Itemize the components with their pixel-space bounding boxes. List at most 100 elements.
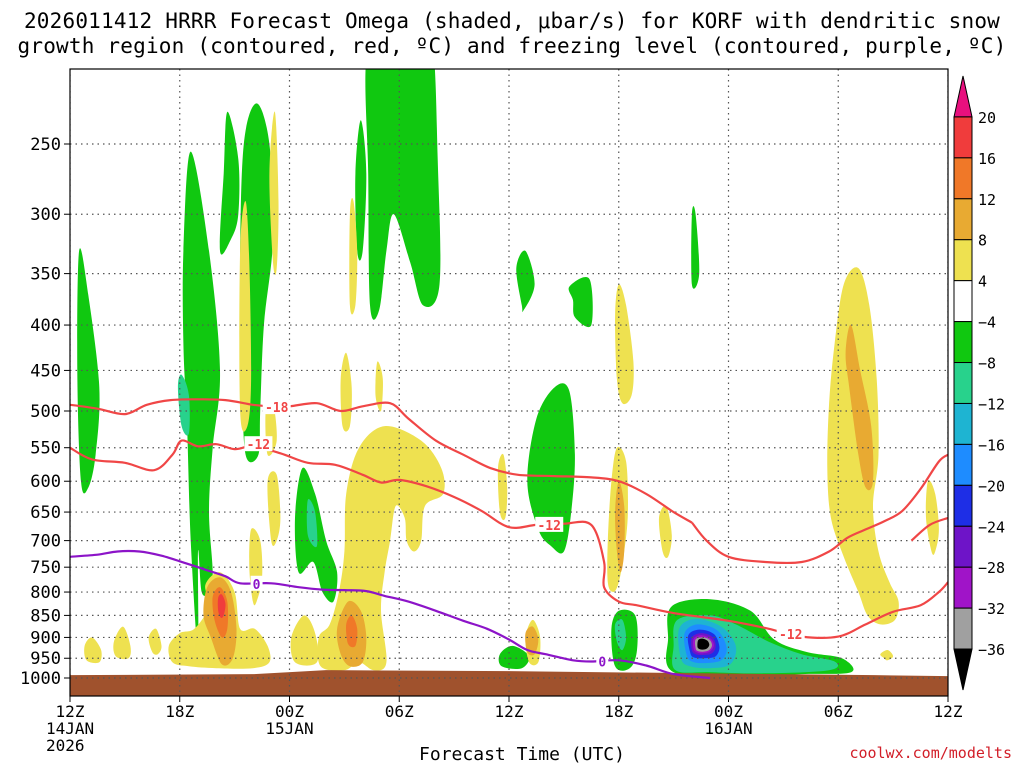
ytick-label-1000: 1000: [20, 669, 61, 689]
omega-region-4-26: [113, 626, 131, 660]
ytick-label-850: 850: [30, 606, 61, 626]
colorbar-label-9: −20: [978, 477, 1005, 495]
colorbar-swatch-10: [953, 484, 973, 527]
colorbar-label-8: −16: [978, 436, 1005, 454]
colorbar-label-3: 8: [978, 232, 987, 250]
colorbar-swatch-7: [953, 362, 973, 404]
omega-region--4-7: [516, 250, 535, 313]
ytick-label-750: 750: [30, 558, 61, 578]
contour-label-bg-6: [596, 653, 609, 669]
xtick-label-36-1: 16JAN: [704, 719, 752, 738]
omega-region--4-5: [365, 69, 441, 320]
omega-region-8-49: [525, 626, 539, 656]
ytick-label-450: 450: [30, 361, 61, 381]
omega-region--8-16: [306, 499, 318, 548]
x-axis-label: Forecast Time (UTC): [419, 744, 625, 765]
omega-region--8-17: [614, 619, 627, 651]
xtick-label-12-0: 00Z: [275, 702, 304, 721]
ytick-label-900: 900: [30, 628, 61, 648]
omega-region-4-33: [267, 471, 281, 546]
omega-region--4-8: [568, 277, 593, 328]
ytick-label-650: 650: [30, 503, 61, 523]
ytick-label-500: 500: [30, 402, 61, 422]
contour-line-3: [691, 453, 948, 565]
contour-label-bg-0: [262, 399, 291, 415]
omega-region--4-0: [182, 151, 221, 655]
chart-title-line2: growth region (contoured, red, ºC) and f…: [17, 34, 1007, 58]
contour-label-0: -18: [265, 401, 289, 416]
colorbar-label-7: −12: [978, 395, 1005, 413]
omega-region-12-53: [346, 615, 358, 648]
omega-region-4-43: [658, 505, 672, 559]
omega-region-4-42: [615, 284, 634, 405]
omega-region--4-3: [77, 248, 100, 494]
xtick-label-6-0: 18Z: [165, 702, 194, 721]
colorbar-label-10: −24: [978, 518, 1005, 536]
contour-line-4: [910, 516, 948, 542]
contour-label-2: -12: [537, 519, 560, 534]
omega-region--4-6: [355, 120, 367, 261]
omega-region--4-1: [219, 111, 240, 255]
colorbar-label-6: −8: [978, 355, 996, 373]
ytick-label-950: 950: [30, 649, 61, 669]
colorbar-swatch-2: [953, 157, 973, 200]
xtick-label-24-0: 12Z: [495, 702, 524, 721]
omega-region-4-38: [375, 361, 383, 412]
xtick-label-42-0: 06Z: [824, 702, 853, 721]
colorbar-label-5: −4: [978, 314, 996, 332]
omega-region-8-50: [615, 481, 625, 573]
omega-region-16-54: [217, 594, 226, 618]
ytick-label-400: 400: [30, 316, 61, 336]
colorbar-swatch-6: [953, 321, 973, 364]
omega-region--4-9: [691, 206, 700, 289]
colorbar-swatch-13: [953, 607, 973, 650]
ytick-label-600: 600: [30, 472, 61, 492]
omega-region--36-24: [697, 638, 710, 650]
terrain: [70, 670, 948, 696]
omega-region-4-45: [925, 480, 939, 555]
xtick-label-0-1: 14JAN: [46, 719, 94, 738]
ytick-label-300: 300: [30, 205, 61, 225]
contour-label-5: 0: [253, 578, 261, 593]
omega-region-4-25: [84, 637, 102, 664]
colorbar-label-0: 20: [978, 109, 996, 127]
colorbar-label-1: 16: [978, 150, 996, 168]
omega-region--4-10: [527, 383, 575, 554]
colorbar-swatch-8: [953, 402, 973, 445]
omega-region-4-31: [269, 111, 279, 276]
ytick-label-800: 800: [30, 583, 61, 603]
xtick-label-48-0: 12Z: [934, 702, 963, 721]
colorbar-swatch-top: [953, 75, 973, 118]
colorbar-label-11: −28: [978, 559, 1005, 577]
contour-label-bg-1: [244, 436, 273, 452]
xtick-label-12-1: 15JAN: [265, 719, 313, 738]
contour-line-5: [70, 549, 711, 680]
contour-label-3: -12: [779, 628, 802, 643]
colorbar-label-13: −36: [978, 641, 1005, 659]
colorbar-swatch-bottom: [953, 648, 973, 691]
colorbar-swatch-9: [953, 443, 973, 486]
colorbar-label-4: 4: [978, 273, 987, 291]
ytick-label-350: 350: [30, 265, 61, 285]
omega-region-4-37: [349, 198, 358, 315]
chart-title-line1: 2026011412 HRRR Forecast Omega (shaded, …: [23, 9, 1001, 33]
omega-region--4-11: [498, 645, 530, 669]
site-credit[interactable]: coolwx.com/modelts: [849, 744, 1012, 762]
xtick-label-36-0: 00Z: [714, 702, 743, 721]
contour-label-6: 0: [598, 655, 606, 670]
colorbar-swatch-4: [953, 239, 973, 282]
omega-region-4-29: [239, 201, 252, 432]
colorbar-swatch-1: [953, 116, 973, 159]
plot-area: -18 -12 -12 -12 0 0: [70, 69, 948, 696]
xtick-label-30-0: 18Z: [604, 702, 633, 721]
colorbar-swatch-12: [953, 566, 973, 609]
contour-label-bg-2: [535, 516, 564, 532]
contour-label-1: -12: [247, 438, 270, 453]
ytick-label-700: 700: [30, 532, 61, 552]
colorbar-swatch-3: [953, 198, 973, 241]
contour-label-bg-5: [250, 575, 263, 591]
contour-label-bg-3: [776, 625, 805, 641]
colorbar-swatch-5: [953, 280, 973, 323]
xtick-label-0-2: 2026: [46, 736, 85, 755]
